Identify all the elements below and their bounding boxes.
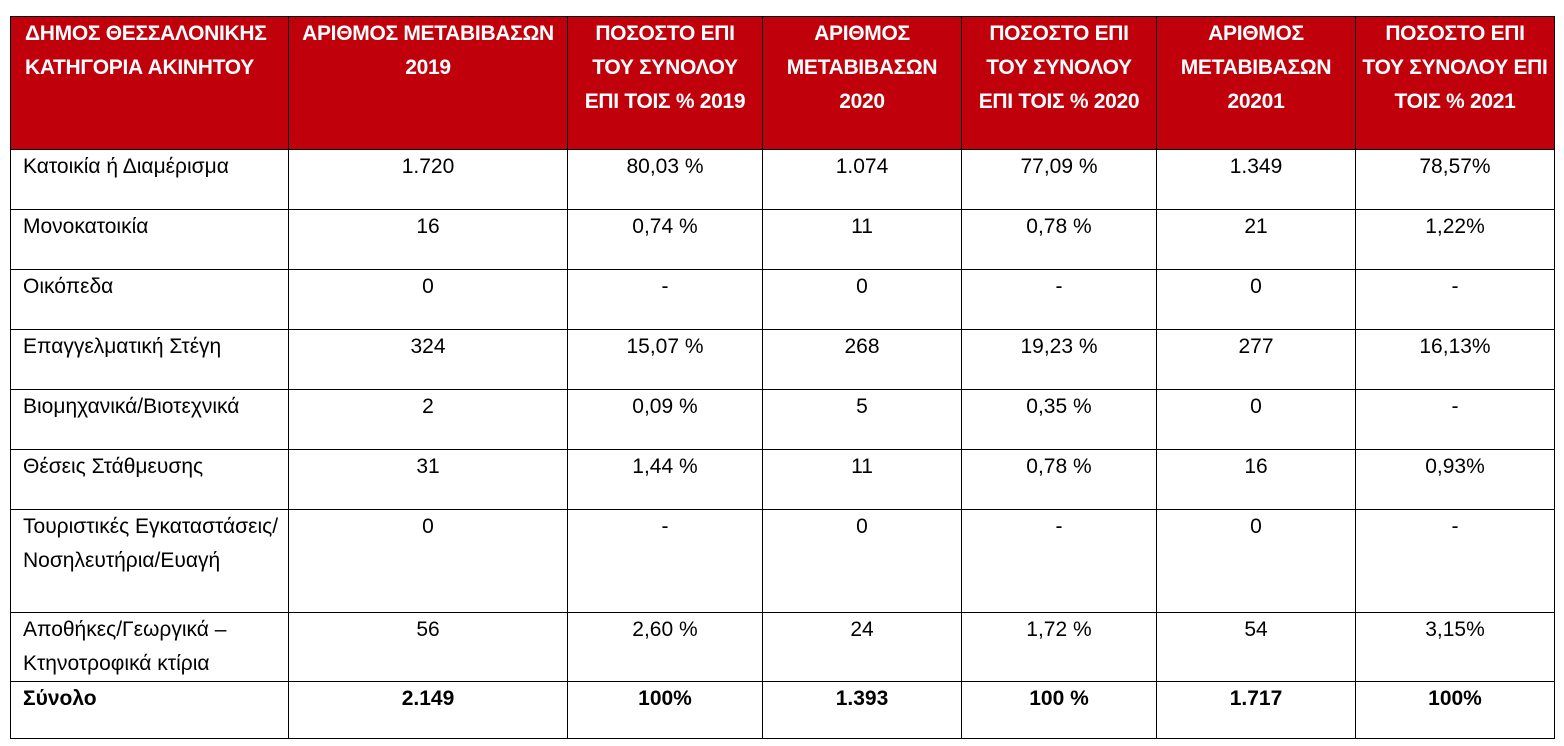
table-total-row: Σύνολο 2.149 100% 1.393 100 % 1.717 100% xyxy=(10,681,1555,739)
row-category: Θέσεις Στάθμευσης xyxy=(10,449,289,510)
table-row: Επαγγελματική Στέγη 324 15,07 % 268 19,2… xyxy=(10,329,1555,390)
table-row: Μονοκατοικία 16 0,74 % 11 0,78 % 21 1,22… xyxy=(10,209,1555,270)
table-row: Βιομηχανικά/Βιοτεχνικά 2 0,09 % 5 0,35 %… xyxy=(10,389,1555,450)
row-category: Κατοικία ή Διαμέρισμα xyxy=(10,149,289,210)
cell-percent-2021: 16,13% xyxy=(1355,329,1555,390)
row-category: Επαγγελματική Στέγη xyxy=(10,329,289,390)
cell-percent-2019: - xyxy=(567,269,763,330)
cell-percent-2019: 1,44 % xyxy=(567,449,763,510)
row-category: Οικόπεδα xyxy=(10,269,289,330)
cell-count-2019: 31 xyxy=(288,449,568,510)
cell-count-2020: 0 xyxy=(762,269,962,330)
cell-percent-2020: - xyxy=(961,269,1157,330)
cell-percent-2020: 1,72 % xyxy=(961,612,1157,682)
cell-percent-2020: 19,23 % xyxy=(961,329,1157,390)
header-percent-2019: ΠΟΣΟΣΤΟ ΕΠΙ ΤΟΥ ΣΥΝΟΛΟΥ ΕΠΙ ΤΟΙΣ % 2019 xyxy=(567,16,763,150)
cell-percent-2019: 80,03 % xyxy=(567,149,763,210)
cell-percent-2019: - xyxy=(567,509,763,613)
cell-percent-2021: 0,93% xyxy=(1355,449,1555,510)
table-row: Θέσεις Στάθμευσης 31 1,44 % 11 0,78 % 16… xyxy=(10,449,1555,510)
property-transfers-table: ΔΗΜΟΣ ΘΕΣΣΑΛΟΝΙΚΗΣ ΚΑΤΗΓΟΡΙΑ ΑΚΙΝΗΤΟΥ ΑΡ… xyxy=(10,16,1555,739)
cell-count-2019: 16 xyxy=(288,209,568,270)
total-percent-2019: 100% xyxy=(567,681,763,739)
header-count-2021: ΑΡΙΘΜΟΣ ΜΕΤΑΒΙΒΑΣΩΝ 20201 xyxy=(1156,16,1356,150)
cell-percent-2019: 15,07 % xyxy=(567,329,763,390)
total-percent-2020: 100 % xyxy=(961,681,1157,739)
row-category: Αποθήκες/Γεωργικά – Κτηνοτροφικά κτίρια xyxy=(10,612,289,682)
cell-count-2020: 268 xyxy=(762,329,962,390)
cell-count-2019: 0 xyxy=(288,269,568,330)
cell-count-2020: 24 xyxy=(762,612,962,682)
total-count-2019: 2.149 xyxy=(288,681,568,739)
cell-count-2021: 0 xyxy=(1156,389,1356,450)
cell-count-2021: 54 xyxy=(1156,612,1356,682)
cell-percent-2020: - xyxy=(961,509,1157,613)
row-category: Τουριστικές Εγκαταστάσεις/Νοσηλευτήρια/Ε… xyxy=(10,509,289,613)
table-row: Αποθήκες/Γεωργικά – Κτηνοτροφικά κτίρια … xyxy=(10,612,1555,682)
cell-percent-2019: 0,74 % xyxy=(567,209,763,270)
cell-count-2020: 11 xyxy=(762,209,962,270)
cell-count-2019: 324 xyxy=(288,329,568,390)
cell-count-2021: 21 xyxy=(1156,209,1356,270)
row-category: Μονοκατοικία xyxy=(10,209,289,270)
total-label: Σύνολο xyxy=(10,681,289,739)
cell-count-2019: 1.720 xyxy=(288,149,568,210)
cell-count-2021: 277 xyxy=(1156,329,1356,390)
table-row: Τουριστικές Εγκαταστάσεις/Νοσηλευτήρια/Ε… xyxy=(10,509,1555,613)
table-row: Οικόπεδα 0 - 0 - 0 - xyxy=(10,269,1555,330)
cell-percent-2019: 0,09 % xyxy=(567,389,763,450)
row-category: Βιομηχανικά/Βιοτεχνικά xyxy=(10,389,289,450)
total-count-2020: 1.393 xyxy=(762,681,962,739)
header-category: ΔΗΜΟΣ ΘΕΣΣΑΛΟΝΙΚΗΣ ΚΑΤΗΓΟΡΙΑ ΑΚΙΝΗΤΟΥ xyxy=(10,16,289,150)
table-header-row: ΔΗΜΟΣ ΘΕΣΣΑΛΟΝΙΚΗΣ ΚΑΤΗΓΟΡΙΑ ΑΚΙΝΗΤΟΥ ΑΡ… xyxy=(10,16,1555,150)
cell-count-2021: 16 xyxy=(1156,449,1356,510)
cell-count-2021: 0 xyxy=(1156,509,1356,613)
total-percent-2021: 100% xyxy=(1355,681,1555,739)
cell-percent-2019: 2,60 % xyxy=(567,612,763,682)
cell-count-2019: 56 xyxy=(288,612,568,682)
header-percent-2021: ΠΟΣΟΣΤΟ ΕΠΙ ΤΟΥ ΣΥΝΟΛΟΥ ΕΠΙ ΤΟΙΣ % 2021 xyxy=(1355,16,1555,150)
cell-count-2020: 1.074 xyxy=(762,149,962,210)
cell-count-2019: 0 xyxy=(288,509,568,613)
header-percent-2020: ΠΟΣΟΣΤΟ ΕΠΙ ΤΟΥ ΣΥΝΟΛΟΥ ΕΠΙ ΤΟΙΣ % 2020 xyxy=(961,16,1157,150)
header-count-2019: ΑΡΙΘΜΟΣ ΜΕΤΑΒΙΒΑΣΩΝ 2019 xyxy=(288,16,568,150)
cell-percent-2021: - xyxy=(1355,509,1555,613)
cell-count-2021: 0 xyxy=(1156,269,1356,330)
cell-percent-2021: - xyxy=(1355,269,1555,330)
cell-percent-2020: 0,35 % xyxy=(961,389,1157,450)
cell-percent-2021: 3,15% xyxy=(1355,612,1555,682)
table-row: Κατοικία ή Διαμέρισμα 1.720 80,03 % 1.07… xyxy=(10,149,1555,210)
cell-count-2020: 11 xyxy=(762,449,962,510)
cell-count-2021: 1.349 xyxy=(1156,149,1356,210)
cell-count-2020: 5 xyxy=(762,389,962,450)
cell-percent-2020: 0,78 % xyxy=(961,449,1157,510)
cell-percent-2020: 77,09 % xyxy=(961,149,1157,210)
property-transfers-table-container: ΔΗΜΟΣ ΘΕΣΣΑΛΟΝΙΚΗΣ ΚΑΤΗΓΟΡΙΑ ΑΚΙΝΗΤΟΥ ΑΡ… xyxy=(10,16,1555,739)
header-count-2020: ΑΡΙΘΜΟΣ ΜΕΤΑΒΙΒΑΣΩΝ 2020 xyxy=(762,16,962,150)
cell-percent-2020: 0,78 % xyxy=(961,209,1157,270)
total-count-2021: 1.717 xyxy=(1156,681,1356,739)
cell-percent-2021: 1,22% xyxy=(1355,209,1555,270)
cell-count-2019: 2 xyxy=(288,389,568,450)
cell-count-2020: 0 xyxy=(762,509,962,613)
cell-percent-2021: 78,57% xyxy=(1355,149,1555,210)
cell-percent-2021: - xyxy=(1355,389,1555,450)
